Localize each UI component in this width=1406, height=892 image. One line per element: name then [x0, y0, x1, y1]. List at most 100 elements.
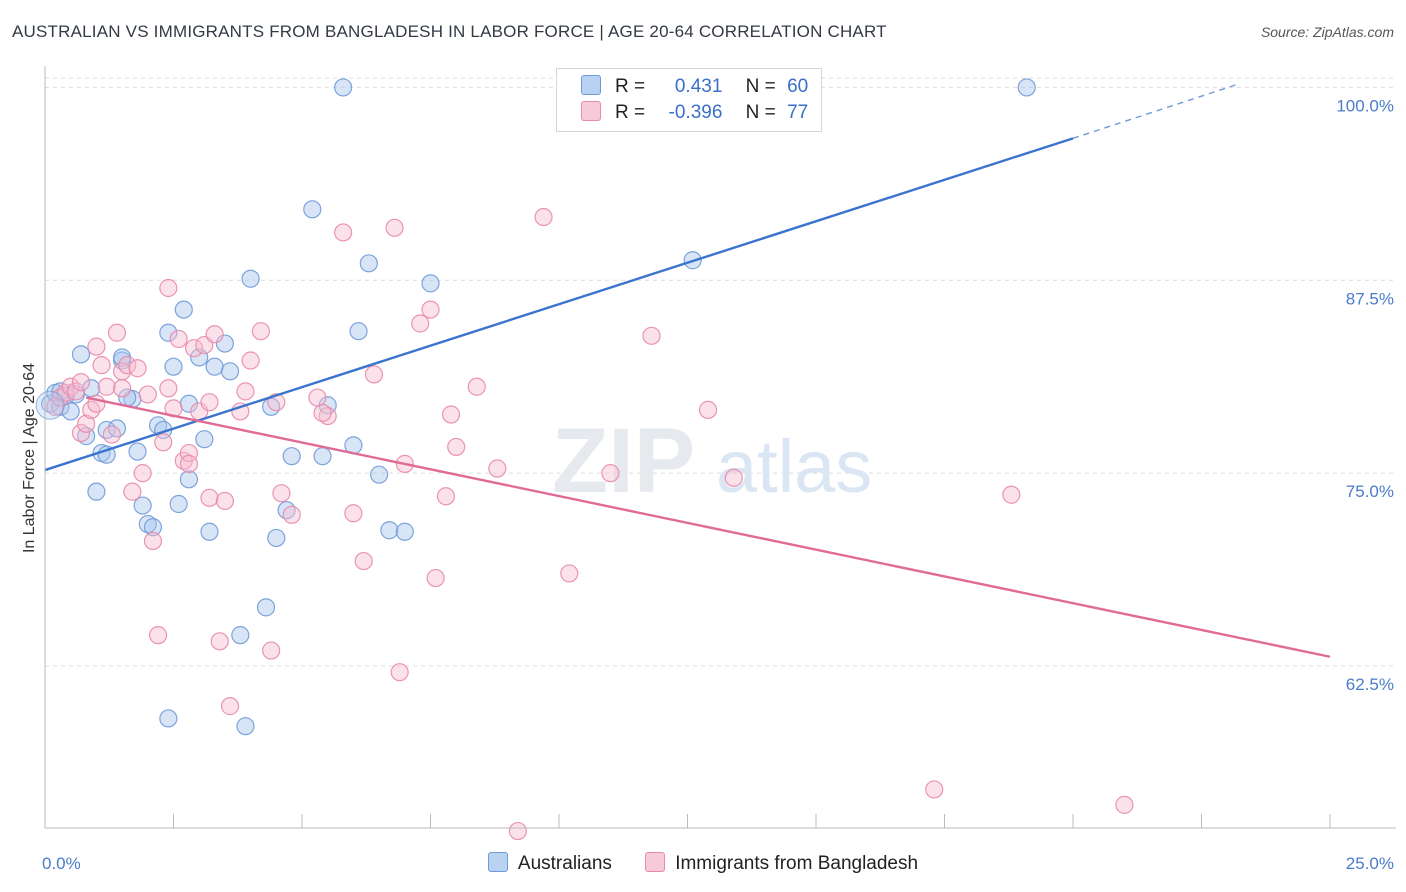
bangladesh-point — [282, 505, 301, 524]
bangladesh-point — [272, 484, 291, 503]
y-axis-title: In Labor Force | Age 20-64 — [21, 363, 38, 553]
bangladesh-point — [179, 443, 199, 463]
bangladesh-point — [560, 564, 579, 583]
bangladesh-point — [184, 339, 204, 358]
australians-point — [256, 598, 276, 617]
bangladesh-point — [447, 437, 466, 457]
bangladesh-point — [200, 393, 219, 412]
bangladesh-point — [220, 697, 240, 716]
legend-n-value: 77 — [787, 102, 809, 123]
series-label: Immigrants from Bangladesh — [675, 853, 919, 874]
bangladesh-point — [601, 464, 620, 483]
legend-row-australians: R = 0.431 N = 60 — [581, 75, 808, 99]
bangladesh-point — [215, 491, 234, 511]
bangladesh-point — [118, 356, 137, 375]
bangladesh-point — [262, 641, 281, 660]
bangladesh-point — [179, 454, 199, 473]
australians-point — [282, 447, 301, 466]
bangladesh-point — [71, 423, 91, 443]
bangladesh-point — [385, 218, 404, 237]
bangladesh-point — [334, 223, 353, 242]
australians-point — [215, 334, 234, 353]
australians-point — [133, 496, 152, 515]
bangladesh-point — [441, 405, 461, 424]
series-legend-australians[interactable]: Australians — [487, 852, 612, 875]
australians-point — [77, 427, 96, 446]
correlation-legend: R = 0.431 N = 60 R = -0.396 N = 77 — [556, 68, 822, 132]
legend-row-bangladesh: R = -0.396 N = 77 — [581, 101, 808, 125]
bangladesh-point — [210, 632, 229, 651]
bangladesh-point — [128, 359, 147, 378]
grid-layer — [45, 77, 1396, 667]
legend-swatch-australians — [581, 75, 601, 95]
australians-point — [87, 482, 106, 501]
australians-trend-line — [44, 137, 1074, 472]
bangladesh-point — [411, 314, 430, 333]
y-tick-label: 87.5% — [1346, 289, 1394, 308]
y-tick-label: 75.0% — [1346, 482, 1394, 501]
bangladesh-point — [66, 382, 85, 401]
legend-swatch-bangladesh — [581, 101, 601, 121]
bangladesh-point — [71, 373, 91, 392]
series-legend-bangladesh[interactable]: Immigrants from Bangladesh — [645, 852, 918, 875]
series-swatch-australians — [487, 852, 508, 872]
australians-point — [159, 709, 178, 728]
bangladesh-point — [1002, 485, 1021, 504]
bangladesh-point — [77, 414, 96, 433]
watermark-atlas: atlas — [716, 425, 872, 508]
bangladesh-point — [123, 482, 142, 501]
australians-trend-extension — [1072, 83, 1238, 140]
bangladesh-point — [133, 464, 152, 483]
bangladesh-point — [236, 382, 255, 401]
bangladesh-point — [354, 551, 373, 571]
australians-point — [395, 522, 414, 541]
bangladesh-point — [205, 325, 224, 344]
bangladesh-point — [102, 425, 121, 444]
australians-point — [169, 494, 188, 514]
x-tick-label: 0.0% — [42, 854, 81, 873]
bangladesh-point — [148, 626, 168, 645]
bangladesh-point — [143, 531, 163, 551]
australians-point — [1017, 78, 1036, 97]
bangladesh-point — [421, 300, 440, 319]
australians-point — [164, 357, 183, 376]
trend-layer — [44, 83, 1331, 658]
australians-point — [313, 447, 332, 466]
bangladesh-point — [313, 403, 332, 423]
bangladesh-point — [159, 278, 178, 298]
bangladesh-point — [107, 323, 127, 342]
bangladesh-point — [436, 487, 456, 506]
bangladesh-point — [200, 488, 219, 507]
australians-point — [231, 626, 250, 645]
bangladesh-point — [97, 377, 116, 396]
australians-point — [143, 518, 163, 537]
chart-source: Source: ZipAtlas.com — [1260, 24, 1394, 40]
legend-r-value: 0.431 — [674, 76, 723, 97]
series-label: Australians — [517, 853, 612, 874]
australians-point — [138, 514, 157, 534]
australians-point — [370, 465, 389, 484]
bangladesh-point — [159, 379, 178, 398]
australians-point — [205, 357, 224, 376]
bangladesh-point — [642, 326, 661, 345]
bangladesh-point — [344, 504, 363, 523]
legend-n-value: 60 — [787, 76, 809, 97]
australians-point — [195, 430, 214, 449]
bangladesh-point — [241, 351, 260, 370]
australians-point — [35, 390, 65, 420]
bangladesh-point — [154, 433, 173, 452]
y-tick-label: 62.5% — [1346, 675, 1394, 694]
bangladesh-point — [426, 568, 445, 588]
bangladesh-point — [364, 365, 384, 384]
australians-point — [334, 78, 353, 97]
points-layer — [35, 78, 1134, 841]
australians-point — [303, 200, 322, 219]
watermark-zip: ZIP — [552, 410, 695, 512]
australians-point — [71, 345, 91, 364]
bangladesh-point — [112, 379, 132, 398]
series-swatch-bangladesh — [645, 852, 666, 872]
bangladesh-point — [318, 406, 337, 426]
legend-r-value: -0.396 — [668, 102, 723, 123]
australians-point — [128, 442, 147, 461]
